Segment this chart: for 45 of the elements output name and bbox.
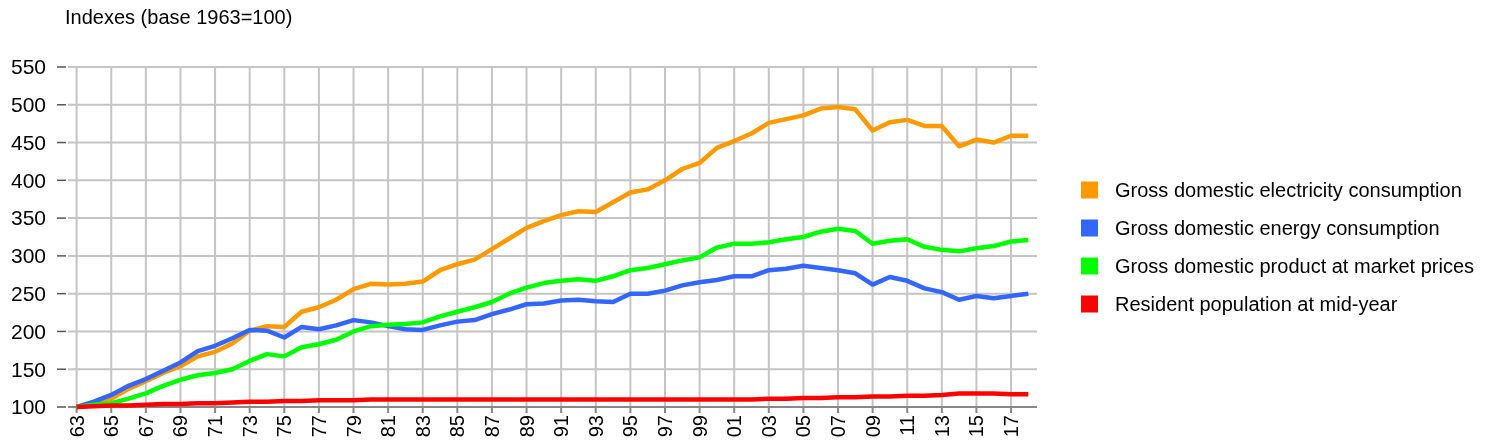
y-tick-label: 550 (10, 55, 46, 79)
x-tick-label: 63 (65, 415, 88, 438)
x-tick-label: 69 (169, 415, 192, 438)
y-tick-label: 450 (10, 130, 46, 154)
legend-label: Gross domestic product at market prices (1115, 255, 1475, 277)
x-tick-label: 09 (861, 415, 884, 438)
y-tick-label: 400 (10, 168, 46, 192)
x-tick-label: 71 (204, 415, 227, 438)
x-tick-label: 89 (515, 415, 538, 438)
y-tick-label: 350 (10, 206, 46, 230)
chart-title: Indexes (base 1963=100) (65, 6, 293, 28)
x-tick-label: 01 (723, 415, 746, 438)
x-tick-label: 05 (792, 415, 815, 438)
x-tick-label: 17 (1000, 415, 1023, 438)
y-tick-label: 200 (10, 319, 46, 343)
y-tick-label: 100 (10, 395, 46, 419)
x-tick-label: 75 (273, 415, 296, 438)
x-tick-label: 93 (584, 415, 607, 438)
x-tick-label: 15 (965, 415, 988, 438)
x-tick-label: 03 (757, 415, 780, 438)
x-tick-label: 65 (100, 415, 123, 438)
legend-label: Gross domestic electricity consumption (1115, 179, 1462, 201)
legend-label: Gross domestic energy consumption (1115, 217, 1440, 239)
x-tick-label: 11 (896, 415, 919, 436)
x-tick-label: 73 (238, 415, 261, 438)
legend-label: Resident population at mid-year (1115, 293, 1398, 315)
x-tick-label: 79 (342, 415, 365, 438)
x-tick-label: 77 (307, 415, 330, 438)
y-tick-label: 250 (10, 282, 46, 306)
x-tick-label: 95 (619, 415, 642, 438)
x-tick-label: 91 (550, 415, 573, 438)
x-tick-label: 81 (377, 415, 400, 438)
x-tick-label: 67 (134, 415, 157, 438)
y-tick-label: 150 (10, 357, 46, 381)
x-tick-label: 85 (446, 415, 469, 438)
x-tick-label: 99 (688, 415, 711, 438)
line-series (74, 263, 1031, 410)
x-tick-label: 97 (653, 415, 676, 438)
x-tick-label: 83 (411, 415, 434, 438)
x-tick-label: 07 (827, 415, 850, 438)
line-series (74, 391, 1031, 410)
x-tick-label: 87 (480, 415, 503, 438)
x-tick-label: 13 (930, 415, 953, 438)
y-tick-label: 500 (10, 93, 46, 117)
y-tick-label: 300 (10, 244, 46, 268)
